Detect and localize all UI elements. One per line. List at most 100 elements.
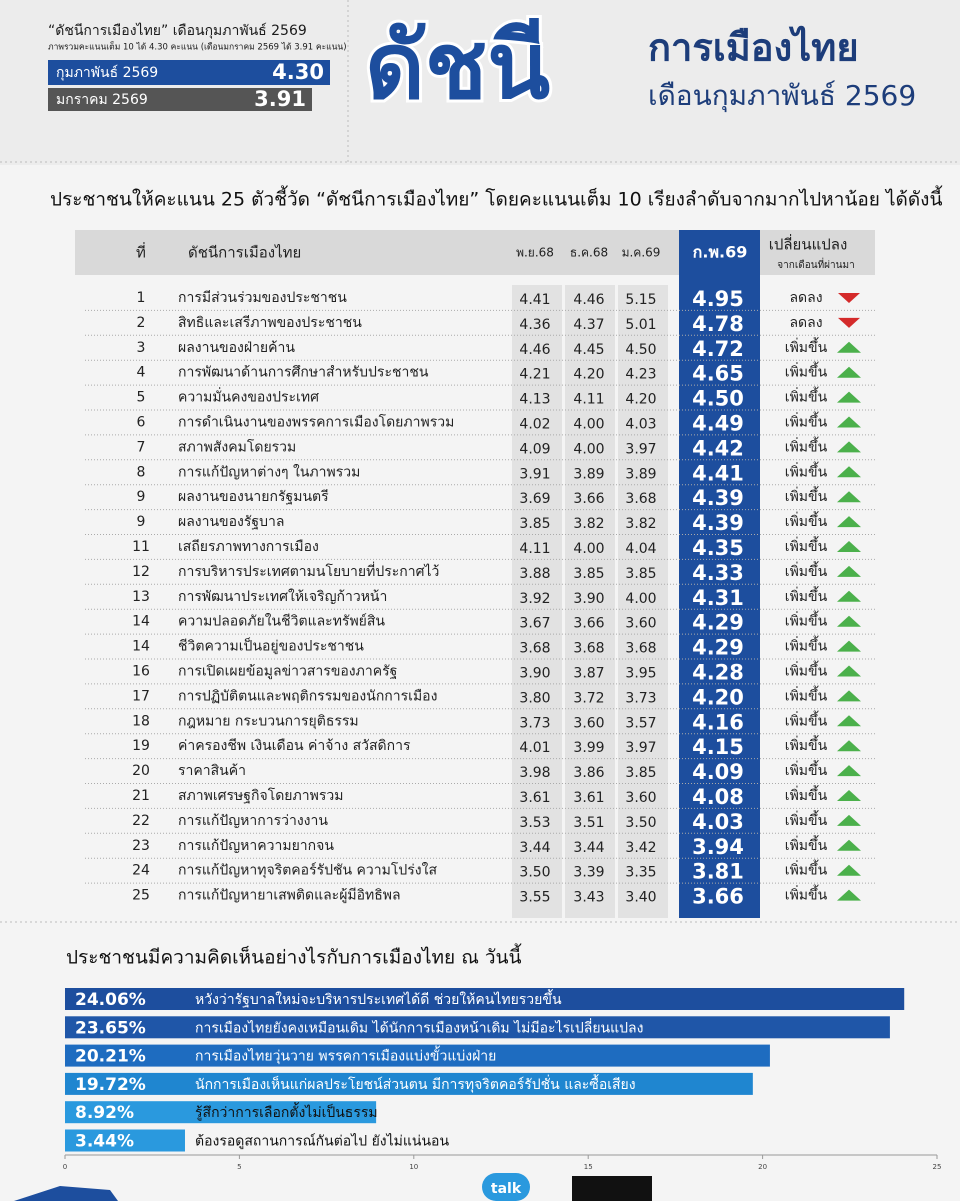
arrow-up [837,466,861,478]
score: 3.57 [625,715,656,731]
score: 3.73 [519,715,550,731]
score: 3.88 [519,566,550,582]
change: เพิ่มขึ้น [785,760,828,779]
x-tick-label: 20 [758,1163,767,1171]
arrow-up [837,790,861,801]
change: เพิ่มขึ้น [785,611,828,630]
bar [65,988,905,1010]
change: เพิ่มขึ้น [785,536,828,555]
table-header-cell: ดัชนีการเมืองไทย [188,244,301,262]
rank: 7 [137,439,146,455]
score: 3.42 [625,840,656,856]
current-score: 3.81 [692,860,744,884]
arrow-up [837,565,861,577]
rank: 6 [137,415,146,431]
table-header-cell: ม.ค.69 [622,246,661,260]
current-score: 4.33 [692,561,744,585]
score: 3.67 [519,616,550,632]
current-score: 4.78 [692,312,744,336]
score: 3.50 [625,815,656,831]
score: 3.90 [519,666,550,682]
table-header-cell: พ.ย.68 [516,246,554,260]
column-shade [565,285,615,918]
score: 3.82 [625,516,656,532]
current-score: 4.29 [692,611,744,635]
score: 4.46 [519,342,550,358]
table-header-cell: ที่ [136,242,146,262]
score: 4.46 [573,292,604,308]
previous-value: 3.91 [254,87,306,111]
score: 3.85 [625,765,656,781]
change: เพิ่มขึ้น [785,586,828,605]
arrow-up [837,366,861,378]
change: เพิ่มขึ้น [785,685,828,704]
current-score: 4.65 [692,362,744,386]
score: 3.55 [519,890,550,906]
bar [65,1016,890,1039]
arrow-up [837,416,861,428]
score: 3.73 [625,690,656,706]
score: 3.53 [519,815,550,831]
chart-title: ประชาชนมีความคิดเห็นอย่างไรกับการเมืองไท… [66,944,522,969]
current-score: 4.29 [692,636,744,660]
change: เพิ่มขึ้น [785,885,828,904]
rank: 4 [137,365,146,381]
score: 3.66 [573,616,604,632]
change: เพิ่มขึ้น [785,387,828,406]
talk-text: talk [491,1181,522,1197]
score: 4.36 [519,317,550,333]
previous-box [48,88,312,111]
indicator: กฎหมาย กระบวนการยุติธรรม [178,713,359,729]
score: 3.60 [625,790,656,806]
change: เพิ่มขึ้น [785,461,828,480]
value-label: 8.92% [75,1103,134,1123]
current-score: 4.16 [692,710,744,734]
indicator: การแก้ปัญหายาเสพติดและผู้มีอิทธิพล [178,888,401,904]
score: 3.50 [519,865,550,881]
rank: 14 [132,614,150,630]
change: เพิ่มขึ้น [785,412,828,431]
score: 4.45 [573,342,604,358]
score: 3.39 [573,865,604,881]
table-header-cell: ธ.ค.68 [570,246,608,260]
score: 3.89 [625,466,656,482]
current-box [48,60,330,85]
arrow-up [837,665,861,677]
score: 4.13 [519,392,550,408]
x-tick-label: 5 [237,1163,241,1171]
column-shade [512,285,562,918]
arrow-up [837,541,861,552]
current-score: 4.15 [692,735,744,759]
score: 3.43 [573,890,604,906]
change: ลดลง [789,315,822,331]
rank: 13 [132,589,150,605]
rank: 9 [137,514,146,530]
rank: 3 [137,340,146,356]
score: 4.41 [519,292,550,308]
indicator: ค่าครองชีพ เงินเดือน ค่าจ้าง สวัสดิการ [178,738,411,754]
current-score: 4.20 [692,685,744,709]
current-score: 4.35 [692,536,744,560]
indicator: ผลงานของนายกรัฐมนตรี [178,489,329,505]
score: 4.11 [573,392,604,408]
rank: 12 [132,564,150,580]
score: 3.80 [519,690,550,706]
change: เพิ่มขึ้น [785,486,828,505]
score: 5.01 [625,317,656,333]
score: 3.90 [573,591,604,607]
score: 3.86 [573,765,604,781]
value-label: 19.72% [75,1075,146,1095]
arrow-down [838,293,860,303]
rank: 16 [132,664,150,680]
category-label: รู้สึกว่าการเลือกตั้งไม่เป็นธรรม [195,1102,378,1121]
score: 4.02 [519,417,550,433]
change: เพิ่มขึ้น [785,810,828,829]
change: เพิ่มขึ้น [785,362,828,381]
current-score: 3.66 [692,885,744,909]
indicator: การแก้ปัญหาทุจริตคอร์รัปชัน ความโปร่งใส [178,862,437,879]
section-title: ประชาชนให้คะแนน 25 ตัวชี้วัด “ดัชนีการเม… [50,186,943,211]
score: 3.97 [625,441,656,457]
score: 3.85 [625,566,656,582]
change: เพิ่มขึ้น [785,436,828,455]
score: 3.91 [519,466,550,482]
